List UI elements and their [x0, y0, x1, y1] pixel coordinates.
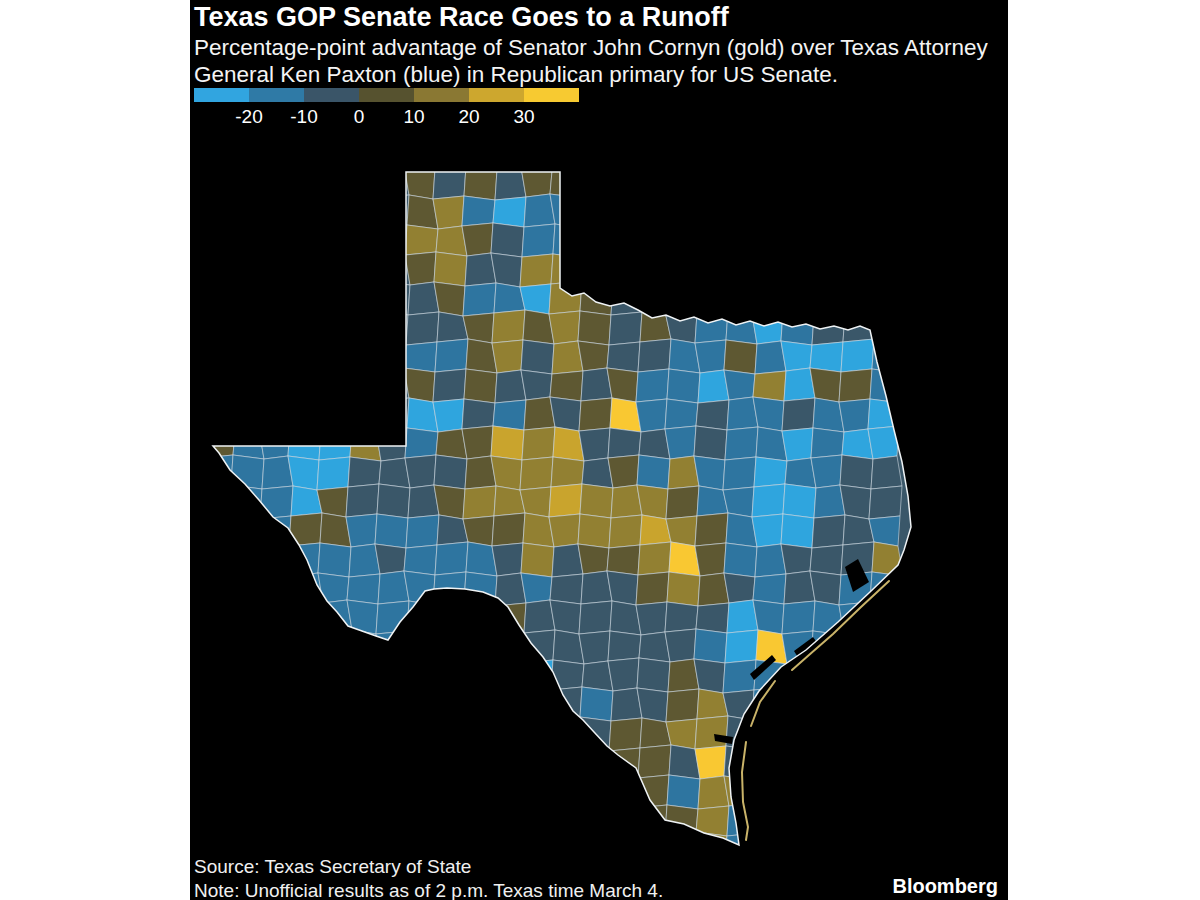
- note-line: Note: Unofficial results as of 2 p.m. Te…: [194, 879, 663, 900]
- source-line: Source: Texas Secretary of State: [194, 855, 663, 879]
- source-note: Source: Texas Secretary of State Note: U…: [194, 855, 663, 900]
- texas-county-map: [190, 0, 1008, 900]
- bloomberg-logo: Bloomberg: [892, 875, 998, 898]
- chart-card: Texas GOP Senate Race Goes to a Runoff P…: [190, 0, 1008, 900]
